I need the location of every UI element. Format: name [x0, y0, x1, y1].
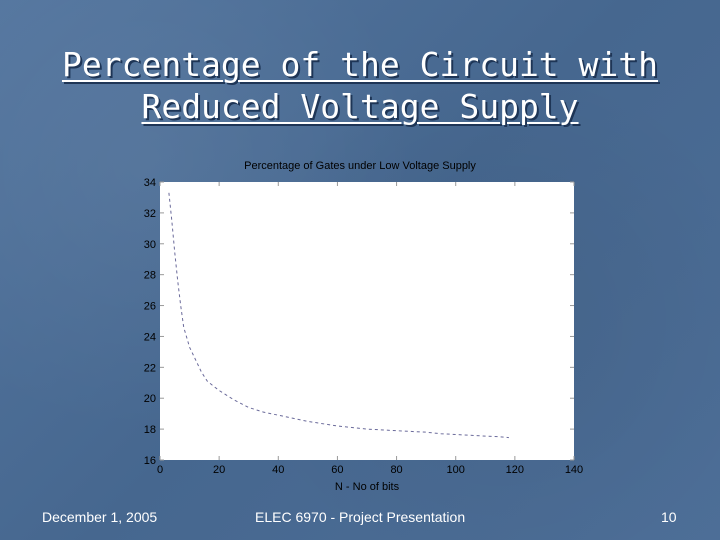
x-tick-label: 140 [565, 464, 583, 476]
x-tick-label: 100 [447, 464, 465, 476]
chart-title: Percentage of Gates under Low Voltage Su… [244, 160, 476, 172]
y-tick-label: 22 [144, 362, 156, 374]
y-tick-label: 28 [144, 270, 156, 282]
series-line-percentage [168, 192, 509, 439]
y-tick-label: 20 [144, 393, 156, 405]
x-tick-label: 0 [157, 464, 163, 476]
y-tick-label: 24 [144, 331, 156, 343]
x-axis-label: N - No of bits [335, 481, 400, 493]
plot-area [160, 182, 574, 460]
y-tick-label: 30 [144, 239, 156, 251]
x-tick-label: 20 [213, 464, 225, 476]
y-tick-label: 16 [144, 455, 156, 467]
y-tick-label: 26 [144, 301, 156, 313]
footer-presentation-title: ELEC 6970 - Project Presentation [255, 509, 466, 525]
y-tick-label: 18 [144, 424, 156, 436]
series-layer [168, 192, 509, 439]
y-axis-ticks: 16 18 20 22 24 26 28 30 32 34 [144, 177, 574, 467]
x-tick-label: 80 [390, 464, 402, 476]
x-tick-label: 120 [506, 464, 524, 476]
x-tick-label: 40 [272, 464, 284, 476]
slide-title-line2: Reduced Voltage Supply [141, 87, 579, 126]
x-axis-ticks: 0 20 40 60 80 100 120 140 [157, 182, 583, 476]
y-tick-label: 34 [144, 177, 156, 189]
footer-page-number: 10 [661, 509, 677, 525]
slide-title-line1: Percentage of the Circuit with [61, 45, 659, 84]
y-tick-label: 32 [144, 208, 156, 220]
slide-title: Percentage of the Circuit with Reduced V… [60, 44, 660, 128]
x-tick-label: 60 [331, 464, 343, 476]
footer-date: December 1, 2005 [42, 509, 158, 525]
